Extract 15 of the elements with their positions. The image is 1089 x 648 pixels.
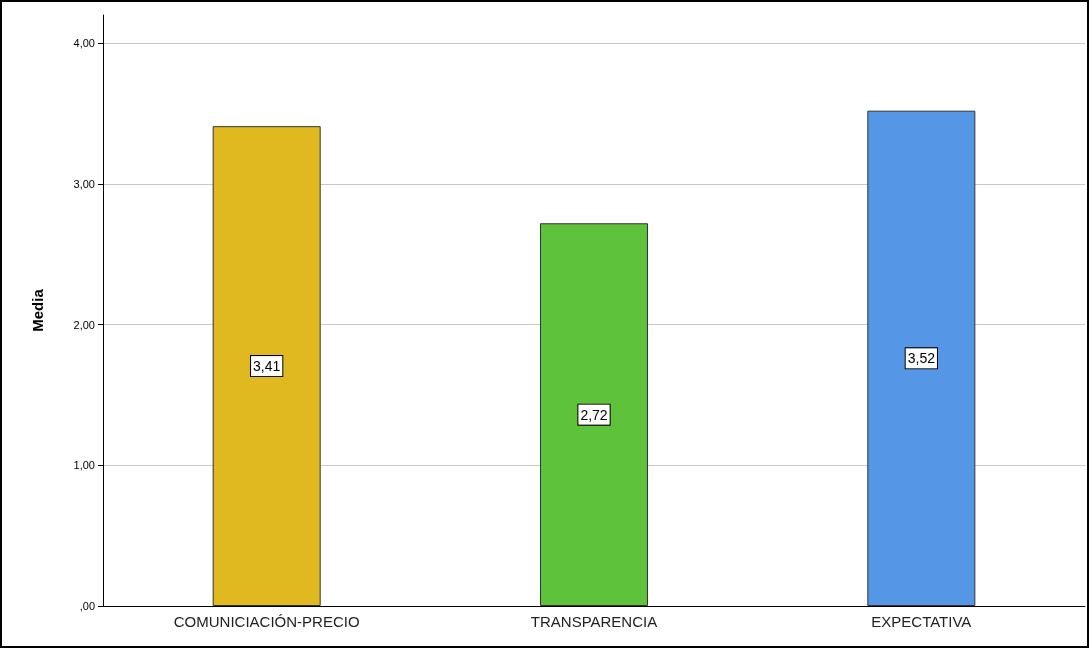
data-label: 3,52 [907, 350, 936, 367]
y-tick-label: 2,00 [73, 318, 95, 331]
x-tick-label: COMUNICIACIÓN-PRECIO [173, 613, 360, 630]
x-tick-label: TRANSPARENCIA [530, 613, 658, 630]
y-tick-label: ,00 [79, 600, 95, 612]
data-label: 2,72 [580, 406, 608, 423]
x-tick-label: EXPECTATIVA [871, 613, 972, 630]
y-tick-label: 1,00 [73, 459, 95, 472]
y-tick-label: 3,00 [73, 177, 95, 190]
bar [212, 126, 321, 606]
y-axis-title: Media [29, 288, 46, 332]
y-tick-label: 4,00 [73, 37, 95, 50]
bar [867, 110, 976, 606]
bar [539, 223, 649, 606]
data-label: 3,41 [253, 358, 281, 375]
